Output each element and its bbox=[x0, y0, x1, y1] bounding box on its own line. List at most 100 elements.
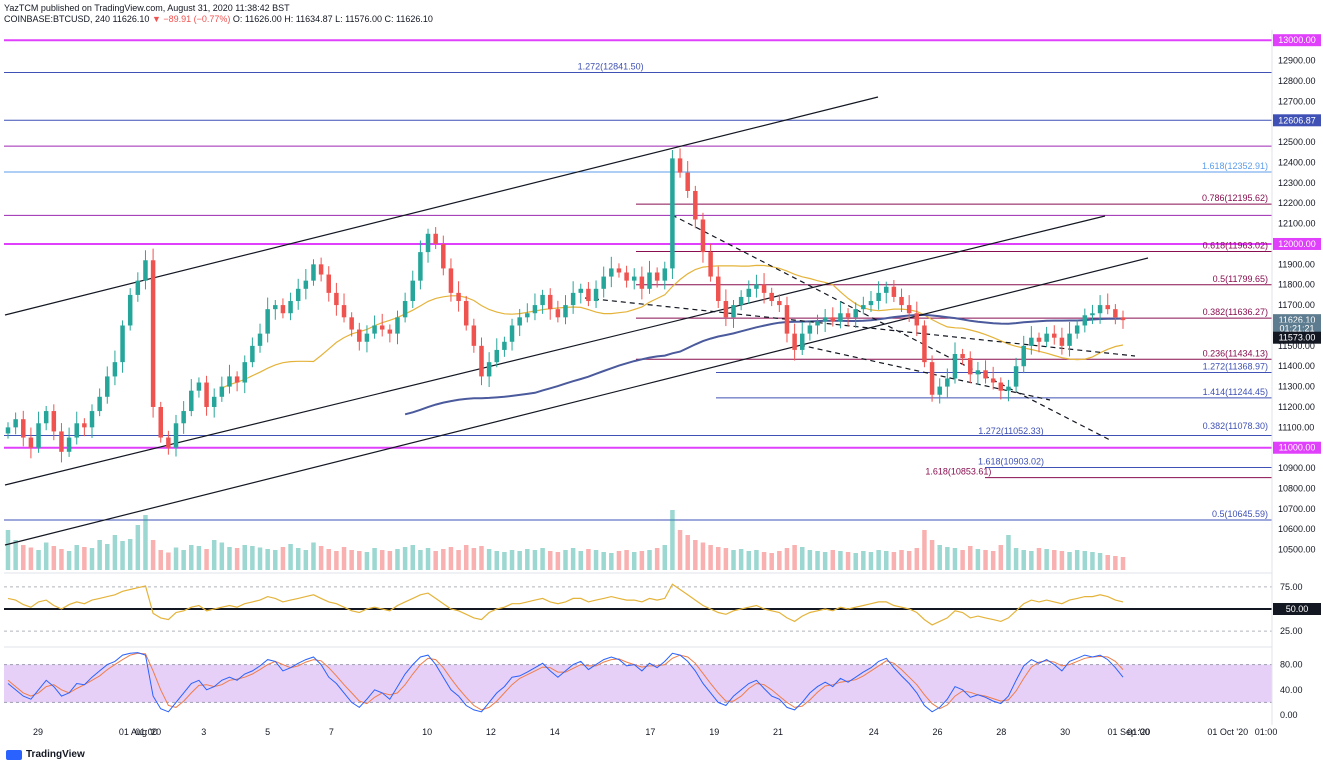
candle-body-11 bbox=[89, 411, 95, 428]
volume-bar-10 bbox=[82, 547, 87, 570]
volume-bar-3 bbox=[28, 547, 34, 570]
volume-bar-129 bbox=[990, 551, 996, 570]
price-tick-label: 10800.00 bbox=[1278, 483, 1316, 493]
price-tick-label: 11500.00 bbox=[1278, 341, 1315, 351]
volume-bar-11 bbox=[89, 548, 95, 570]
volume-bar-131 bbox=[1006, 535, 1011, 570]
candle-body-36 bbox=[280, 305, 286, 314]
candle-body-112 bbox=[861, 305, 866, 310]
candle-body-74 bbox=[570, 292, 576, 306]
candle-body-39 bbox=[303, 280, 309, 289]
volume-bar-91 bbox=[700, 542, 706, 570]
volume-bar-133 bbox=[1021, 550, 1026, 570]
volume-bar-96 bbox=[738, 549, 744, 570]
candle-body-87 bbox=[670, 158, 675, 269]
price-badge-bg-6 bbox=[1273, 441, 1321, 454]
volume-bar-9 bbox=[74, 545, 79, 570]
candle-body-33 bbox=[257, 333, 263, 346]
candle-body-106 bbox=[815, 321, 820, 326]
fib-label: 1.618(12352.91) bbox=[1202, 161, 1268, 171]
moving-averages bbox=[221, 264, 1124, 416]
price-tick-label: 12300.00 bbox=[1278, 178, 1316, 188]
candle-body-50 bbox=[387, 329, 393, 334]
volume-bar-120 bbox=[922, 530, 927, 570]
time-tick-label: 29 bbox=[33, 727, 43, 737]
price-change: ▼ −89.91 (−0.77%) bbox=[151, 14, 231, 24]
candle-body-118 bbox=[906, 305, 912, 314]
volume-bar-86 bbox=[662, 545, 668, 570]
candle-body-137 bbox=[1052, 333, 1057, 338]
volume-bar-60 bbox=[463, 545, 469, 570]
price-badge-label: 11573.00 bbox=[1279, 333, 1316, 343]
volume-bar-25 bbox=[196, 546, 202, 570]
trend-line-4 bbox=[671, 214, 1111, 441]
volume-bar-126 bbox=[968, 546, 973, 570]
candle-body-98 bbox=[754, 284, 759, 289]
candle-body-85 bbox=[654, 272, 660, 281]
volume-bar-95 bbox=[731, 550, 736, 570]
stoch-tick-label: 0.00 bbox=[1280, 710, 1298, 720]
candle-body-141 bbox=[1082, 315, 1088, 326]
candle-body-28 bbox=[219, 386, 225, 397]
candle-body-66 bbox=[509, 325, 515, 342]
candle-body-10 bbox=[82, 423, 87, 428]
volume-bar-134 bbox=[1029, 551, 1034, 570]
candle-body-81 bbox=[624, 272, 629, 281]
candle-body-102 bbox=[784, 305, 790, 334]
volume-bar-54 bbox=[418, 550, 423, 570]
candle-body-135 bbox=[1036, 337, 1042, 342]
candle-body-95 bbox=[731, 305, 736, 318]
volume-bar-47 bbox=[364, 552, 370, 570]
volume-bar-85 bbox=[654, 548, 660, 570]
brand-label: TradingView bbox=[26, 749, 85, 760]
candle-body-43 bbox=[334, 292, 339, 306]
candle-body-120 bbox=[922, 325, 927, 363]
candle-body-17 bbox=[135, 280, 141, 295]
volume-bar-32 bbox=[250, 546, 255, 570]
volume-bar-94 bbox=[723, 548, 729, 570]
candle-body-136 bbox=[1044, 333, 1049, 342]
volume-bar-78 bbox=[601, 552, 606, 570]
volume-bar-105 bbox=[807, 550, 813, 570]
time-tick-label: 01 Aug '20 bbox=[119, 727, 161, 737]
ema-50-line bbox=[221, 264, 1124, 389]
volume-bar-123 bbox=[945, 547, 950, 570]
price-badge-label: 11626.10 bbox=[1279, 315, 1316, 325]
volume-bar-106 bbox=[815, 551, 820, 570]
volume-bar-43 bbox=[334, 551, 339, 570]
volume-bar-88 bbox=[677, 530, 683, 570]
fib-label: 1.414(11244.45) bbox=[1203, 387, 1268, 397]
volume-bar-82 bbox=[631, 552, 637, 570]
volume-bar-26 bbox=[204, 549, 209, 570]
price-tick-label: 12200.00 bbox=[1278, 198, 1316, 208]
candle-body-91 bbox=[700, 219, 706, 253]
tradingview-logo[interactable]: TradingView bbox=[6, 749, 85, 760]
volume-bar-37 bbox=[288, 544, 293, 570]
volume-bar-13 bbox=[105, 544, 110, 570]
candle-body-111 bbox=[853, 309, 858, 318]
volume-bar-118 bbox=[906, 551, 912, 570]
volume-bar-72 bbox=[555, 552, 561, 570]
trend-line-0 bbox=[4, 96, 879, 316]
fib-label: 1.618(10853.61) bbox=[925, 467, 991, 477]
candle-body-93 bbox=[715, 276, 721, 302]
candle-body-48 bbox=[372, 325, 377, 334]
candle-body-130 bbox=[998, 382, 1004, 391]
volume-bar-141 bbox=[1082, 551, 1088, 570]
candle-body-68 bbox=[525, 313, 530, 318]
price-tick-label: 11800.00 bbox=[1278, 280, 1315, 290]
price-tick-label: 12800.00 bbox=[1278, 76, 1316, 86]
volume-bar-28 bbox=[219, 542, 225, 570]
volume-bar-4 bbox=[36, 550, 41, 570]
volume-bar-122 bbox=[937, 545, 942, 570]
candle-body-88 bbox=[677, 158, 683, 173]
candle-body-24 bbox=[189, 390, 194, 412]
candle-body-96 bbox=[738, 296, 744, 306]
candle-body-124 bbox=[952, 354, 958, 379]
trend-line-2 bbox=[4, 257, 1149, 546]
candle-body-13 bbox=[105, 376, 110, 397]
candle-body-65 bbox=[502, 341, 507, 350]
time-tick-label: 26 bbox=[932, 727, 942, 737]
